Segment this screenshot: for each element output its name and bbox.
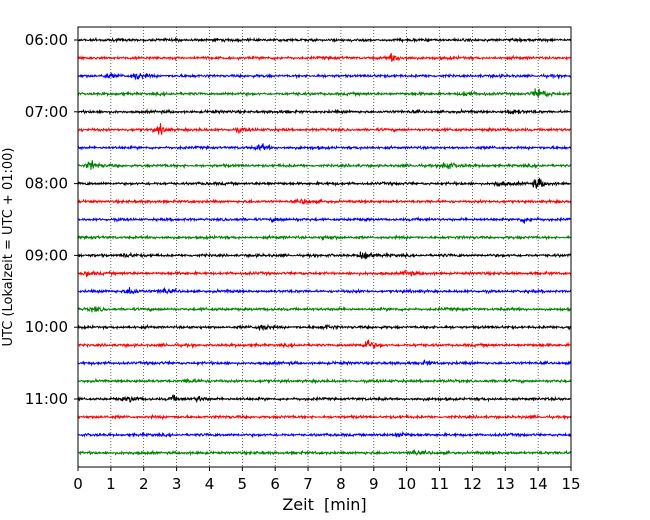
x-tick-label: 14 xyxy=(529,475,548,493)
x-tick-label: 15 xyxy=(561,475,580,493)
seismogram-trace xyxy=(77,108,572,116)
y-axis-ticks: 06:00 07:00 08:00 09:00 10:00 11:00 xyxy=(25,31,78,408)
x-axis-label: Zeit [min] xyxy=(282,495,366,514)
seismogram-trace xyxy=(77,305,572,313)
x-tick-label: 10 xyxy=(397,475,416,493)
seismogram-trace xyxy=(77,215,572,224)
seismogram-trace xyxy=(77,251,572,260)
seismogram-trace xyxy=(77,233,572,241)
seismogram-trace xyxy=(77,269,572,278)
x-tick-label: 12 xyxy=(463,475,482,493)
seismogram-trace xyxy=(77,160,572,170)
x-tick-label: 8 xyxy=(336,475,346,493)
x-tick-label: 11 xyxy=(430,475,449,493)
y-tick-label: 10:00 xyxy=(25,318,68,336)
seismogram-trace xyxy=(77,123,572,136)
x-tick-label: 1 xyxy=(106,475,116,493)
x-tick-label: 0 xyxy=(73,475,83,493)
x-tick-label: 6 xyxy=(270,475,280,493)
seismogram-trace xyxy=(77,359,572,367)
plot-frame xyxy=(77,26,572,468)
seismogram-trace xyxy=(77,197,572,206)
seismogram-trace xyxy=(77,323,572,332)
seismogram-trace xyxy=(77,72,572,81)
y-tick-label: 08:00 xyxy=(25,175,68,193)
y-tick-label: 07:00 xyxy=(25,103,68,121)
x-axis-ticks: 0 1 2 3 4 5 6 7 8 9 10 11 12 13 14 15 xyxy=(73,467,581,493)
y-axis-label: UTC (Lokalzeit = UTC + 01:00) xyxy=(1,148,16,347)
y-tick-label: 11:00 xyxy=(25,390,68,408)
seismogram-traces xyxy=(77,36,572,457)
x-tick-label: 13 xyxy=(496,475,515,493)
seismogram-trace xyxy=(77,177,572,189)
seismogram-trace xyxy=(77,36,572,44)
x-tick-label: 2 xyxy=(139,475,149,493)
x-tick-label: 4 xyxy=(205,475,215,493)
x-tick-label: 9 xyxy=(369,475,379,493)
x-tick-label: 5 xyxy=(238,475,248,493)
vertical-grid xyxy=(110,27,539,467)
seismogram-trace xyxy=(77,88,572,99)
y-tick-label: 09:00 xyxy=(25,246,68,264)
seismogram-trace xyxy=(77,448,572,457)
seismogram-trace xyxy=(77,339,572,349)
x-tick-label: 7 xyxy=(303,475,313,493)
x-tick-label: 3 xyxy=(172,475,182,493)
seismogram-trace xyxy=(77,286,572,295)
seismogram-trace xyxy=(77,393,572,404)
seismogram-trace xyxy=(77,143,572,152)
seismogram-trace xyxy=(77,413,572,421)
y-tick-label: 06:00 xyxy=(25,31,68,49)
seismogram-trace xyxy=(77,430,572,439)
seismogram-trace xyxy=(77,52,572,62)
seismogram-trace xyxy=(77,377,572,385)
